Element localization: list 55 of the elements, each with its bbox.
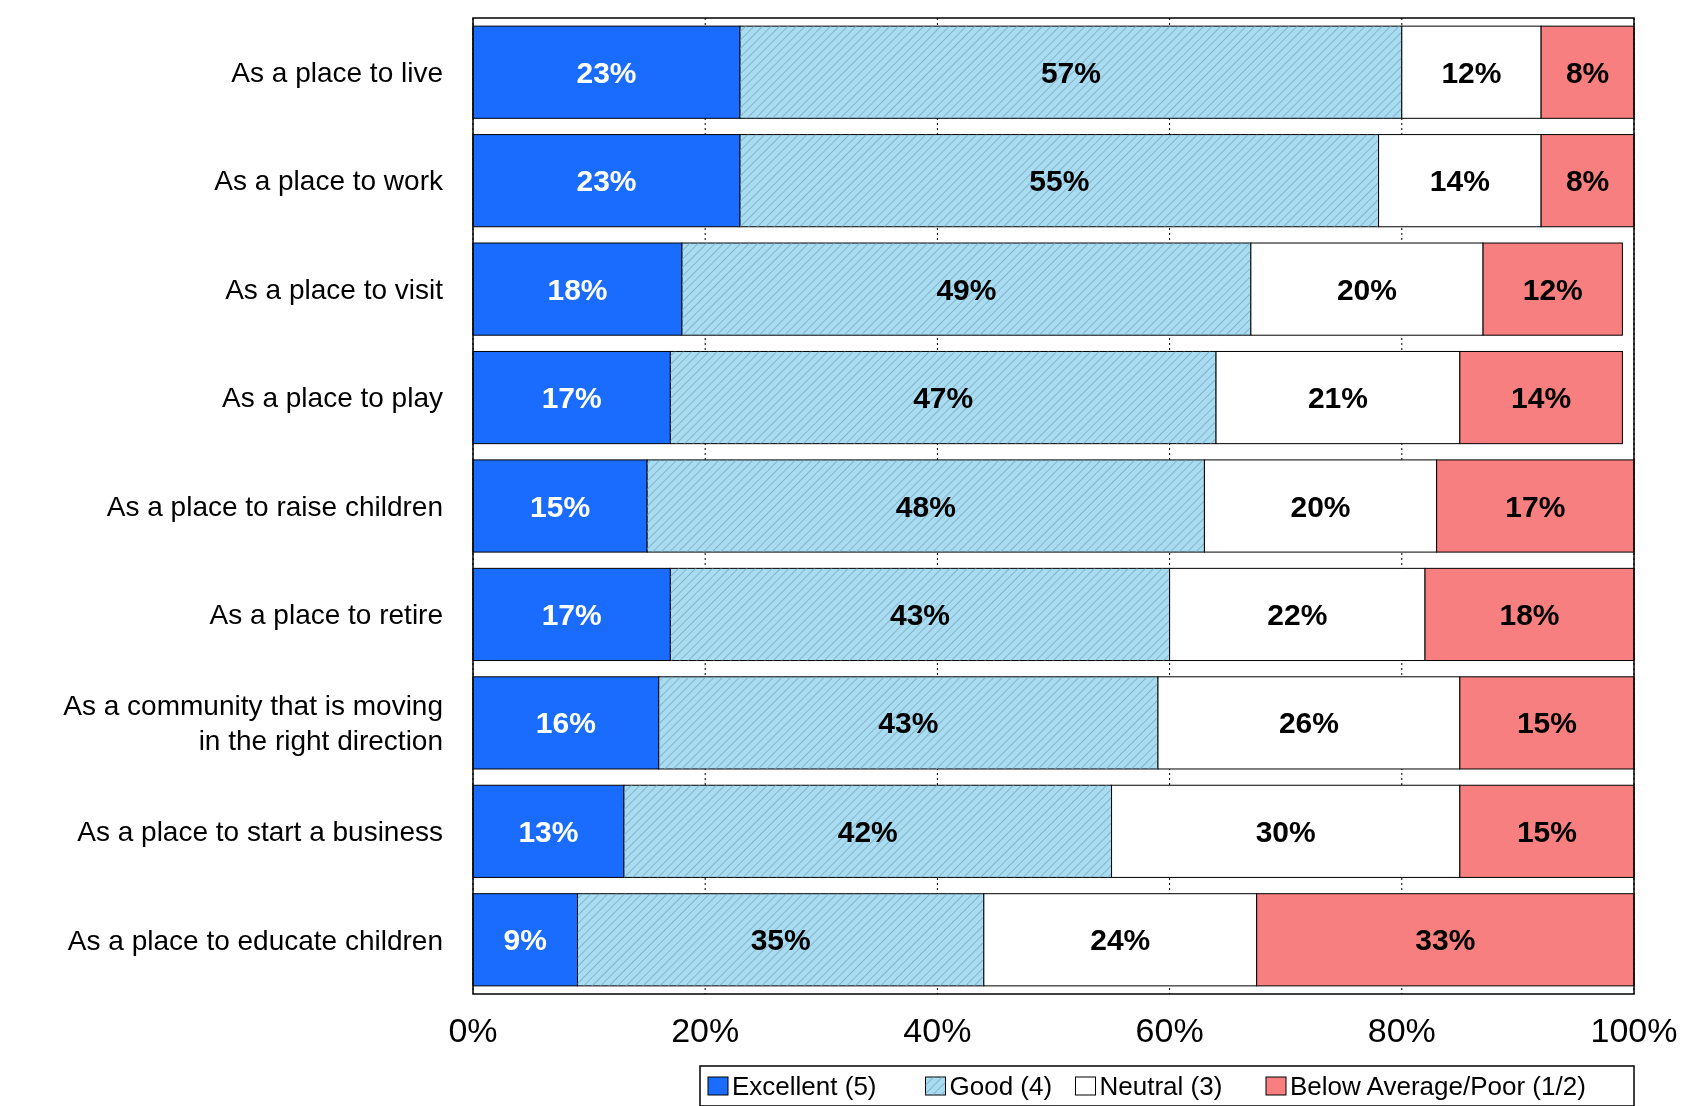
data-label: 18% [547,272,608,306]
data-label: 15% [1516,706,1577,740]
y-tick-label: As a place to work [214,165,444,197]
data-label: 42% [837,814,898,848]
data-label: 30% [1255,814,1316,848]
x-tick-label: 60% [1135,1011,1204,1049]
data-label: 18% [1499,597,1560,631]
x-tick-label: 100% [1590,1011,1678,1049]
data-label: 49% [936,272,997,306]
data-label: 8% [1565,164,1610,198]
y-tick-label: As a place to visit [225,273,444,305]
data-label: 26% [1278,706,1339,740]
data-label: 17% [1505,489,1566,523]
y-tick-label: As a community that is moving in the right direction [63,690,443,757]
data-label: 15% [530,489,591,523]
x-tick-label: 80% [1367,1011,1436,1049]
data-label: 15% [1516,814,1577,848]
legend-label: Excellent (5) [732,1071,877,1102]
data-label: 14% [1429,164,1490,198]
data-label: 17% [541,597,602,631]
data-label: 55% [1029,164,1090,198]
data-label: 13% [518,814,579,848]
data-label: 21% [1307,381,1368,415]
data-label: 12% [1522,272,1583,306]
data-label: 57% [1040,55,1101,89]
data-label: 47% [913,381,974,415]
data-label: 35% [750,923,811,957]
data-label: 24% [1090,923,1151,957]
x-tick-label: 20% [671,1011,740,1049]
y-tick-label: As a place to raise children [106,490,443,522]
data-label: 16% [535,706,596,740]
data-label: 23% [576,55,637,89]
y-tick-label: As a place to educate children [67,924,443,956]
x-tick-label: 40% [903,1011,972,1049]
data-label: 17% [541,381,602,415]
x-tick-label: 0% [448,1011,498,1049]
y-tick-label: As a place to live [231,57,443,89]
y-tick-label: As a place to retire [209,599,443,631]
data-label: 43% [889,597,951,631]
y-tick-label: As a place to play [221,382,443,414]
data-label: 22% [1267,597,1328,631]
data-label: 9% [503,923,547,957]
data-label: 33% [1415,923,1476,957]
data-label: 23% [576,164,637,198]
legend-label: Below Average/Poor (1/2) [1290,1071,1586,1102]
data-label: 12% [1441,55,1502,89]
y-tick-label: As a place to start a business [77,816,443,848]
data-label: 20% [1290,489,1351,523]
legend-label: Neutral (3) [1099,1071,1223,1102]
data-label: 48% [895,489,956,523]
legend-label: Good (4) [949,1071,1053,1102]
data-label: 43% [878,706,939,740]
data-label: 8% [1565,55,1610,89]
data-label: 14% [1511,381,1572,415]
data-label: 20% [1336,272,1397,306]
